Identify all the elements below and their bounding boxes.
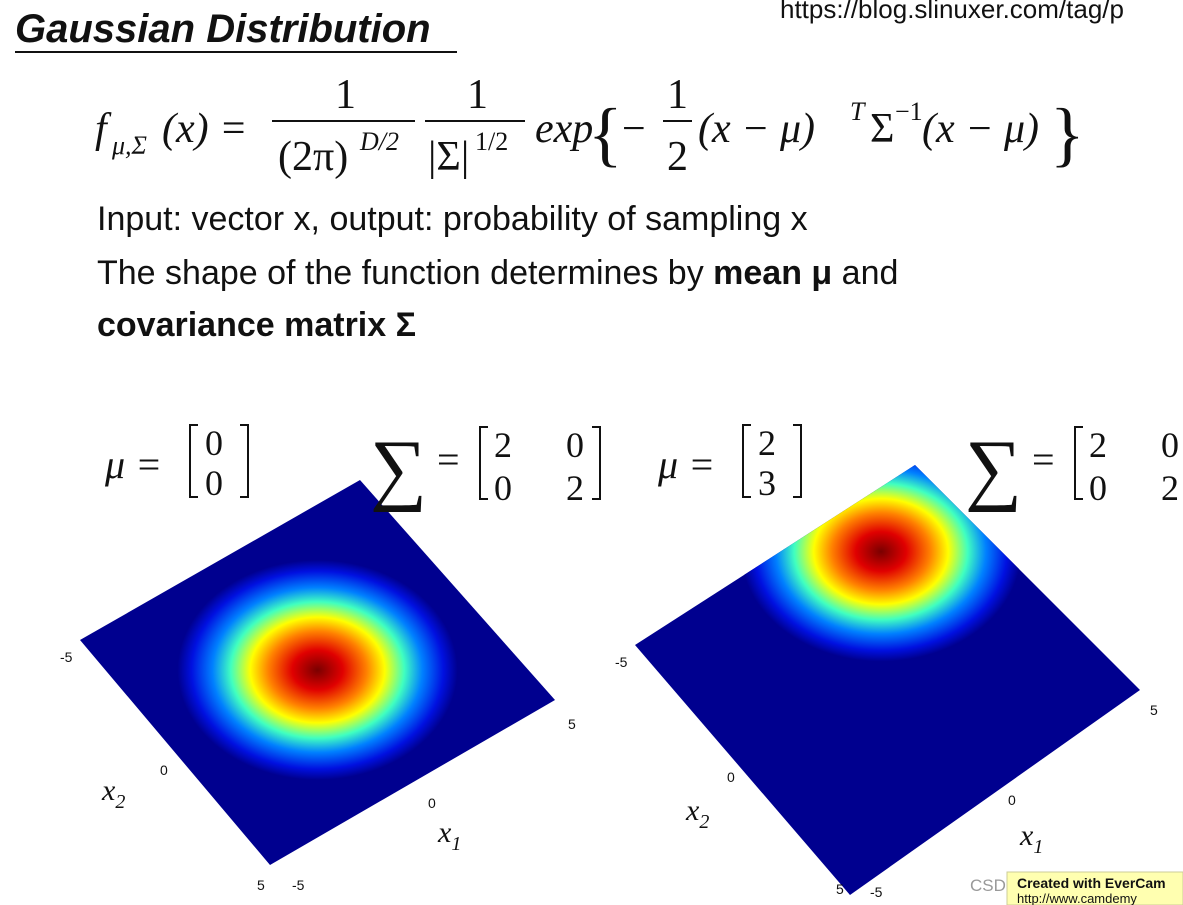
f-arg: (x) = xyxy=(162,106,247,152)
den: |Σ| xyxy=(428,134,469,180)
mu-label: μ = xyxy=(657,442,715,487)
sigma-entry: 2 xyxy=(494,425,512,465)
f: f xyxy=(95,106,112,152)
bracket xyxy=(742,424,802,498)
sum-sign: ∑ xyxy=(370,425,427,513)
axis-name: x xyxy=(1019,819,1034,852)
exp: exp xyxy=(535,106,593,152)
x1-label: x1 xyxy=(437,816,461,855)
mu-label: μ = xyxy=(104,442,162,487)
gaussian-peak xyxy=(177,560,458,780)
x1-tick-label: 5 xyxy=(568,716,576,732)
sigma-entry: 0 xyxy=(1089,468,1107,508)
evercam-box xyxy=(1006,871,1183,905)
sum-sign: ∑ xyxy=(965,425,1022,513)
sigma-entry: 2 xyxy=(1161,468,1179,508)
mu-entry: 0 xyxy=(205,463,223,503)
x1-tick-label: 0 xyxy=(428,795,436,811)
axis-name: x xyxy=(685,794,700,827)
x2-label: x2 xyxy=(685,794,709,833)
x2-tick-label: -5 xyxy=(60,649,73,665)
text-line: The shape of the function determines by … xyxy=(97,254,898,292)
axis-sub: 1 xyxy=(451,833,461,855)
axis-sub: 2 xyxy=(699,811,709,833)
text: The shape of the function determines by xyxy=(97,254,713,292)
x2-tick-label: 0 xyxy=(160,762,168,778)
sigma: Σ xyxy=(870,106,894,152)
x1-tick-label: 0 xyxy=(1008,792,1016,808)
sup: D/2 xyxy=(359,127,399,156)
title: Gaussian Distribution xyxy=(15,7,431,51)
axis-name: x xyxy=(437,816,452,849)
x2-tick-label: 5 xyxy=(836,881,844,897)
brace: { xyxy=(588,94,623,174)
axis-sub: 1 xyxy=(1033,836,1043,858)
x2-tick-label: 0 xyxy=(727,769,735,785)
url: https://blog.slinuxer.com/tag/p xyxy=(780,0,1124,24)
diff: (x − μ) xyxy=(698,106,815,152)
bracket xyxy=(479,426,601,500)
den: 2 xyxy=(667,134,688,180)
watermark: CSDN @Andy with Bugs Created with EverCa… xyxy=(970,871,1183,905)
sigma-label: ∑ = xyxy=(370,425,460,513)
text: and xyxy=(832,254,898,292)
x1-tick-label: -5 xyxy=(292,877,305,893)
sigma-label: ∑ = xyxy=(965,425,1055,513)
formula: f μ,Σ (x) = 1 (2π) D/2 1 |Σ| 1/2 exp { −… xyxy=(95,72,1085,180)
num: 1 xyxy=(467,72,488,118)
num: 1 xyxy=(335,72,356,118)
equals: = xyxy=(1022,437,1055,482)
sigma-entry: 0 xyxy=(1161,425,1179,465)
sigma-entry: 0 xyxy=(566,425,584,465)
minus: − xyxy=(622,106,646,152)
diff: (x − μ) xyxy=(922,106,1039,152)
bracket xyxy=(1074,426,1083,500)
sigma-entry: 2 xyxy=(566,468,584,508)
text-line: covariance matrix Σ xyxy=(97,306,416,344)
x2-label: x2 xyxy=(101,774,125,813)
axis-name: x xyxy=(101,774,116,807)
bracket xyxy=(189,424,249,498)
num: 1 xyxy=(667,72,688,118)
sup: 1/2 xyxy=(475,127,508,156)
axis-sub: 2 xyxy=(115,791,125,813)
mu-entry: 3 xyxy=(758,463,776,503)
sigma-entry: 2 xyxy=(1089,425,1107,465)
evercam: Created with EverCam xyxy=(1017,875,1166,891)
x1-tick-label: -5 xyxy=(870,884,883,900)
site: http://www.camdemy xyxy=(1017,891,1137,905)
x1-tick-label: 5 xyxy=(1150,702,1158,718)
f-sub: μ,Σ xyxy=(111,131,148,160)
den: (2π) xyxy=(278,134,348,180)
sup: T xyxy=(850,97,866,126)
text-line: Input: vector x, output: probability of … xyxy=(97,200,808,238)
brace: } xyxy=(1050,94,1085,174)
sigma-entry: 0 xyxy=(494,468,512,508)
bold-text: mean μ xyxy=(713,254,832,292)
mu-entry: 2 xyxy=(758,423,776,463)
x2-tick-label: 5 xyxy=(257,877,265,893)
x1-label: x1 xyxy=(1019,819,1043,858)
mu-entry: 0 xyxy=(205,423,223,463)
x2-tick-label: -5 xyxy=(615,654,628,670)
equals: = xyxy=(427,437,460,482)
sup: −1 xyxy=(895,97,923,126)
